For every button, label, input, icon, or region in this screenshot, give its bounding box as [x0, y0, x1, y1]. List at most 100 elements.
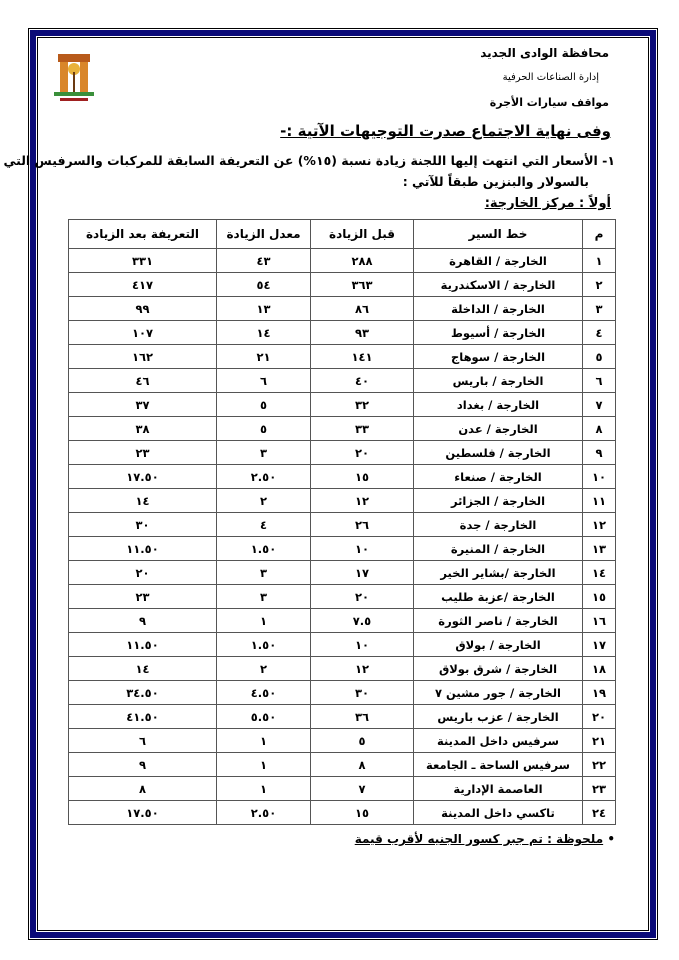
cell-before: ٣٦٣	[310, 272, 414, 297]
cell-number: ٦	[582, 368, 616, 393]
table-row: ٧ الخارجة / بغداد ٣٢ ٥ ٣٧	[68, 392, 616, 417]
cell-route: الخارجة /عزبة طليب	[413, 584, 583, 609]
cell-before: ٢٠	[310, 440, 414, 465]
table-row: ١٥ الخارجة /عزبة طليب ٢٠ ٣ ٢٣	[68, 584, 616, 609]
cell-number: ١٠	[582, 464, 616, 489]
subtitle: أولاً : مركز الخارجة:	[484, 196, 611, 211]
cell-route: الخارجة / صنعاء	[413, 464, 583, 489]
cell-number: ٢	[582, 272, 616, 297]
cell-number: ١٦	[582, 608, 616, 633]
cell-after: ١٠٧	[68, 320, 217, 345]
cell-before: ٢٨٨	[310, 248, 414, 273]
cell-before: ٢٦	[310, 512, 414, 537]
governorate-logo	[54, 54, 94, 101]
cell-before: ١٥	[310, 464, 414, 489]
cell-route: الخارجة / شرق بولاق	[413, 656, 583, 681]
header-before: قبل الزيادة	[310, 219, 414, 249]
cell-before: ٣٠	[310, 680, 414, 705]
cell-route: الخارجة / المنيرة	[413, 536, 583, 561]
cell-increase: ٢.٥٠	[216, 800, 311, 825]
cell-after: ٤٦	[68, 368, 217, 393]
cell-number: ٢٣	[582, 776, 616, 801]
table-row: ١٠ الخارجة / صنعاء ١٥ ٢.٥٠ ١٧.٥٠	[68, 464, 616, 489]
cell-increase: ١.٥٠	[216, 536, 311, 561]
cell-route: الخارجة / بغداد	[413, 392, 583, 417]
table-row: ٢٢ سرفيس الساحة ـ الجامعة ٨ ١ ٩	[68, 752, 616, 777]
cell-number: ١٤	[582, 560, 616, 585]
cell-increase: ١٤	[216, 320, 311, 345]
cell-route: الخارجة / بولاق	[413, 632, 583, 657]
cell-number: ٩	[582, 440, 616, 465]
cell-before: ٤٠	[310, 368, 414, 393]
cell-number: ١٧	[582, 632, 616, 657]
table-row: ١٢ الخارجة / جدة ٢٦ ٤ ٣٠	[68, 512, 616, 537]
cell-route: الخارجة / سوهاج	[413, 344, 583, 369]
cell-before: ٣٢	[310, 392, 414, 417]
cell-before: ٧.٥	[310, 608, 414, 633]
fares-table: م خط السير قبل الزيادة معدل الزيادة التع…	[68, 219, 616, 825]
cell-increase: ٢	[216, 488, 311, 513]
cell-before: ١٧	[310, 560, 414, 585]
cell-number: ١٩	[582, 680, 616, 705]
cell-increase: ١	[216, 608, 311, 633]
cell-route: الخارجة /بشاير الخير	[413, 560, 583, 585]
header-after: التعريفة بعد الزيادة	[68, 219, 217, 249]
cell-number: ٢٠	[582, 704, 616, 729]
cell-after: ٣٣١	[68, 248, 217, 273]
cell-before: ٧	[310, 776, 414, 801]
cell-increase: ١	[216, 752, 311, 777]
cell-number: ١٨	[582, 656, 616, 681]
cell-before: ٢٠	[310, 584, 414, 609]
cell-increase: ١.٥٠	[216, 632, 311, 657]
cell-after: ١٧.٥٠	[68, 800, 217, 825]
cell-route: الخارجة / الجزائر	[413, 488, 583, 513]
header-increase: معدل الزيادة	[216, 219, 311, 249]
cell-route: الخارجة / فلسطين	[413, 440, 583, 465]
cell-number: ١١	[582, 488, 616, 513]
cell-before: ١٢	[310, 656, 414, 681]
cell-route: الخارجة / الداخلة	[413, 296, 583, 321]
cell-number: ١٥	[582, 584, 616, 609]
table-row: ٢ الخارجة / الاسكندرية ٣٦٣ ٥٤ ٤١٧	[68, 272, 616, 297]
table-row: ٢٤ تاكسي داخل المدينة ١٥ ٢.٥٠ ١٧.٥٠	[68, 800, 616, 825]
cell-number: ٢١	[582, 728, 616, 753]
cell-after: ١١.٥٠	[68, 632, 217, 657]
cell-route: العاصمة الإدارية	[413, 776, 583, 801]
cell-after: ٣٠	[68, 512, 217, 537]
table-row: ٩ الخارجة / فلسطين ٢٠ ٣ ٢٣	[68, 440, 616, 465]
cell-before: ٩٣	[310, 320, 414, 345]
cell-route: الخارجة / عدن	[413, 416, 583, 441]
cell-after: ٢٣	[68, 584, 217, 609]
cell-number: ١٣	[582, 536, 616, 561]
cell-after: ٩	[68, 608, 217, 633]
section-name: مواقف سيارات الأجرة	[489, 96, 609, 109]
cell-after: ٦	[68, 728, 217, 753]
cell-increase: ١	[216, 728, 311, 753]
cell-number: ٢٤	[582, 800, 616, 825]
department-name: إدارة الصناعات الحرفية	[502, 72, 599, 83]
cell-before: ١٠	[310, 536, 414, 561]
cell-after: ٩	[68, 752, 217, 777]
cell-route: الخارجة / ناصر الثورة	[413, 608, 583, 633]
table-row: ١٩ الخارجة / جور مشين ٧ ٣٠ ٤.٥٠ ٣٤.٥٠	[68, 680, 616, 705]
cell-after: ١٦٢	[68, 344, 217, 369]
cell-after: ١٤	[68, 656, 217, 681]
cell-increase: ٣	[216, 440, 311, 465]
cell-after: ١١.٥٠	[68, 536, 217, 561]
cell-increase: ٤	[216, 512, 311, 537]
table-row: ٨ الخارجة / عدن ٣٣ ٥ ٣٨	[68, 416, 616, 441]
cell-increase: ١٣	[216, 296, 311, 321]
cell-number: ٢٢	[582, 752, 616, 777]
note-text: ملحوظة : تم جبر كسور الجنيه لأقرب قيمة	[354, 832, 604, 846]
cell-after: ٤١.٥٠	[68, 704, 217, 729]
table-row: ١١ الخارجة / الجزائر ١٢ ٢ ١٤	[68, 488, 616, 513]
cell-route: سرفيس الساحة ـ الجامعة	[413, 752, 583, 777]
cell-after: ٩٩	[68, 296, 217, 321]
paragraph-line-1: ١- الأسعار التي انتهت إليها اللجنة زيادة…	[0, 153, 615, 168]
cell-route: الخارجة / جور مشين ٧	[413, 680, 583, 705]
cell-after: ١٧.٥٠	[68, 464, 217, 489]
paragraph-line-2: بالسولار والبنزين طبقاً للآتي :	[402, 174, 589, 189]
governorate-name: محافظة الوادى الجديد	[480, 46, 609, 60]
cell-number: ٧	[582, 392, 616, 417]
cell-after: ٤١٧	[68, 272, 217, 297]
